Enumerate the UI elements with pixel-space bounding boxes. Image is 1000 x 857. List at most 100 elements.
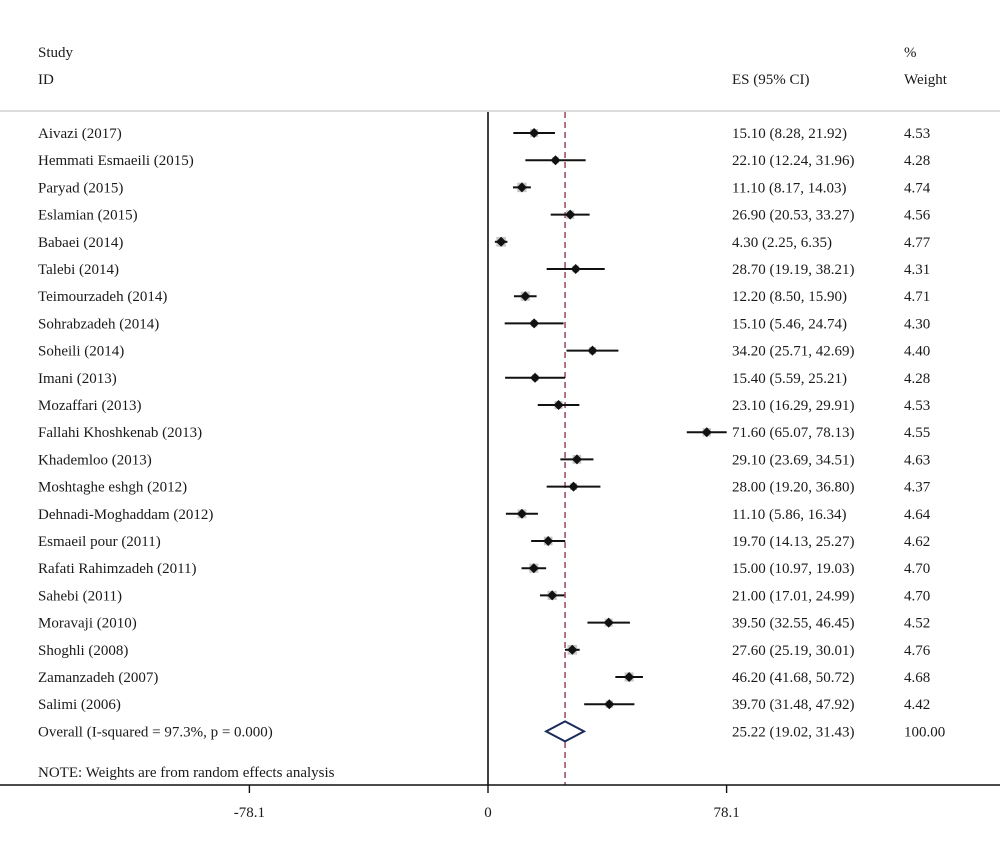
study-row: Sohrabzadeh (2014) 15.10 (5.46, 24.74) 4.3… [38, 316, 930, 332]
weight-value: 4.63 [904, 452, 930, 468]
es-ci-value: 15.10 (5.46, 24.74) [732, 316, 847, 332]
weight-value: 4.68 [904, 670, 930, 686]
study-label: Sahebi (2011) [38, 588, 122, 604]
weight-value: 4.70 [904, 561, 930, 577]
weight-value: 4.40 [904, 344, 930, 360]
study-label: Sohrabzadeh (2014) [38, 316, 159, 332]
header-weight-label: Weight [904, 72, 948, 88]
es-ci-value: 29.10 (23.69, 34.51) [732, 452, 855, 468]
weight-value: 4.74 [904, 180, 931, 196]
point-estimate [520, 291, 531, 302]
study-label: Hemmati Esmaeili (2015) [38, 153, 194, 169]
study-row: Babaei (2014) 4.30 (2.25, 6.35) 4.77 [38, 235, 931, 251]
point-estimate [553, 400, 564, 410]
point-estimate [587, 345, 598, 356]
study-row: Esmaeil pour (2011) 19.70 (14.13, 25.27) 4… [38, 534, 930, 550]
study-row: Rafati Rahimzadeh (2011) 15.00 (10.97, 19… [38, 561, 930, 577]
point-estimate [624, 672, 635, 682]
point-estimate [568, 481, 579, 492]
study-label: Dehnadi-Moghaddam (2012) [38, 507, 213, 523]
study-rows: Aivazi (2017) 15.10 (8.28, 21.92) 4.53 Hemm… [38, 112, 945, 785]
header-study-label: Study [38, 45, 74, 61]
study-row: Paryad (2015) 11.10 (8.17, 14.03) 4.74 [38, 180, 931, 196]
study-row: Salimi (2006) 39.70 (31.48, 47.92) 4.42 [38, 697, 930, 713]
weight-value: 4.71 [904, 289, 930, 305]
study-row: Soheili (2014) 34.20 (25.71, 42.69) 4.40 [38, 344, 930, 360]
point-estimate [550, 155, 561, 166]
es-ci-value: 23.10 (16.29, 29.91) [732, 398, 855, 414]
overall-diamond [543, 720, 587, 743]
overall-row: Overall (I-squared = 97.3%, p = 0.000) 25… [38, 720, 945, 743]
study-label: Imani (2013) [38, 371, 117, 387]
study-label: Aivazi (2017) [38, 126, 122, 142]
es-ci-value: 19.70 (14.13, 25.27) [732, 534, 855, 550]
es-ci-value: 15.40 (5.59, 25.21) [732, 371, 847, 387]
study-label: Rafati Rahimzadeh (2011) [38, 561, 197, 577]
study-label: Paryad (2015) [38, 180, 123, 196]
es-ci-value: 11.10 (8.17, 14.03) [732, 180, 846, 196]
x-axis: -78.1 0 78.1 [0, 784, 1000, 821]
point-estimate [496, 236, 507, 247]
es-ci-value: 12.20 (8.50, 15.90) [732, 289, 847, 305]
study-label: Mozaffari (2013) [38, 398, 141, 414]
study-label: Zamanzadeh (2007) [38, 670, 158, 686]
study-row: Shoghli (2008) 27.60 (25.19, 30.01) 4.76 [38, 643, 931, 659]
es-ci-value: 71.60 (65.07, 78.13) [732, 425, 855, 441]
es-ci-value: 15.00 (10.97, 19.03) [732, 561, 855, 577]
x-tick-label: 78.1 [713, 805, 739, 821]
weight-value: 4.53 [904, 126, 930, 142]
point-estimate [565, 209, 576, 220]
weight-value: 4.28 [904, 371, 930, 387]
study-row: Zamanzadeh (2007) 46.20 (41.68, 50.72) 4.6… [38, 670, 930, 686]
study-label: Eslamian (2015) [38, 208, 138, 224]
point-estimate [570, 264, 581, 274]
header-percent-label: % [904, 45, 917, 61]
es-ci-value: 39.70 (31.48, 47.92) [732, 697, 855, 713]
point-estimate [567, 644, 578, 655]
x-tick-label: 0 [484, 805, 492, 821]
study-label: Moravaji (2010) [38, 616, 137, 632]
weight-value: 4.77 [904, 235, 931, 251]
study-label: Babaei (2014) [38, 235, 123, 251]
weight-value: 4.70 [904, 588, 930, 604]
study-row: Teimourzadeh (2014) 12.20 (8.50, 15.90) 4.… [38, 289, 930, 305]
point-estimate [547, 590, 558, 601]
note-text: NOTE: Weights are from random effects an… [38, 765, 335, 781]
weight-value: 4.53 [904, 398, 930, 414]
study-label: Shoghli (2008) [38, 643, 128, 659]
study-label: Teimourzadeh (2014) [38, 289, 167, 305]
point-estimate [604, 699, 615, 710]
es-ci-value: 11.10 (5.86, 16.34) [732, 507, 846, 523]
point-estimate [571, 454, 582, 465]
overall-es-ci-value: 25.22 (19.02, 31.43) [732, 724, 855, 740]
es-ci-value: 27.60 (25.19, 30.01) [732, 643, 855, 659]
es-ci-value: 34.20 (25.71, 42.69) [732, 344, 855, 360]
overall-weight-value: 100.00 [904, 724, 945, 740]
point-estimate [529, 128, 540, 138]
study-row: Fallahi Khoshkenab (2013) 71.60 (65.07, 7… [38, 425, 930, 441]
weight-value: 4.62 [904, 534, 930, 550]
point-estimate [530, 372, 541, 383]
weight-value: 4.76 [904, 643, 931, 659]
es-ci-value: 28.70 (19.19, 38.21) [732, 262, 855, 278]
study-row: Imani (2013) 15.40 (5.59, 25.21) 4.28 [38, 371, 930, 387]
study-row: Moshtaghe eshgh (2012) 28.00 (19.20, 36.8… [38, 480, 931, 496]
weight-value: 4.37 [904, 480, 931, 496]
es-ci-value: 28.00 (19.20, 36.80) [732, 480, 855, 496]
weight-value: 4.28 [904, 153, 930, 169]
overall-label: Overall (I-squared = 97.3%, p = 0.000) [38, 724, 273, 740]
es-ci-value: 39.50 (32.55, 46.45) [732, 616, 855, 632]
es-ci-value: 21.00 (17.01, 24.99) [732, 588, 855, 604]
es-ci-value: 15.10 (8.28, 21.92) [732, 126, 847, 142]
study-row: Sahebi (2011) 21.00 (17.01, 24.99) 4.70 [38, 588, 930, 604]
study-row: Hemmati Esmaeili (2015) 22.10 (12.24, 31.… [38, 153, 930, 169]
study-row: Talebi (2014) 28.70 (19.19, 38.21) 4.31 [38, 262, 930, 278]
es-ci-value: 46.20 (41.68, 50.72) [732, 670, 855, 686]
point-estimate [528, 563, 539, 574]
study-row: Eslamian (2015) 26.90 (20.53, 33.27) 4.56 [38, 208, 931, 224]
study-row: Khademloo (2013) 29.10 (23.69, 34.51) 4.63 [38, 452, 930, 468]
es-ci-value: 26.90 (20.53, 33.27) [732, 208, 855, 224]
study-label: Fallahi Khoshkenab (2013) [38, 425, 202, 441]
es-ci-value: 4.30 (2.25, 6.35) [732, 235, 832, 251]
